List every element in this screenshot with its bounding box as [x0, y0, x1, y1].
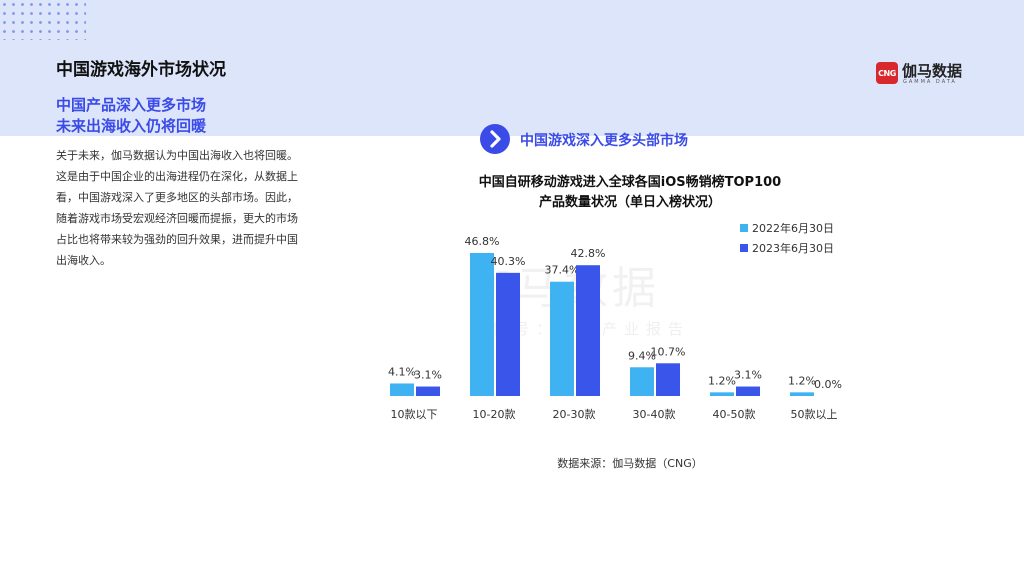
bar-2023-3 [656, 363, 680, 396]
data-label-2022-4: 1.2% [708, 374, 736, 387]
data-source: 数据来源：伽马数据（CNG） [557, 457, 703, 470]
subtitle-line-2: 未来出海收入仍将回暖 [56, 117, 207, 135]
legend-swatch-2022 [740, 224, 748, 232]
data-label-2023-4: 3.1% [734, 369, 762, 382]
page-title: 中国游戏海外市场状况 [56, 60, 226, 80]
decorative-dot-grid [0, 0, 86, 40]
subtitle: 中国产品深入更多市场 未来出海收入仍将回暖 [56, 95, 206, 137]
chart-title-line-1: 中国自研移动游戏进入全球各国iOS畅销榜TOP100 [478, 175, 782, 190]
category-label-2: 20-30款 [553, 407, 596, 421]
data-label-2022-0: 4.1% [388, 365, 416, 378]
logo-name: 伽马数据 [902, 62, 963, 80]
category-label-1: 10-20款 [473, 407, 516, 421]
chevron-right-icon [480, 124, 510, 154]
section-label: 中国游戏深入更多头部市场 [520, 133, 688, 149]
legend-label-2022: 2022年6月30日 [752, 221, 834, 235]
data-label-2023-0: 3.1% [414, 369, 442, 382]
data-label-2023-3: 10.7% [651, 345, 686, 358]
category-label-5: 50款以上 [791, 407, 838, 421]
data-label-2022-5: 1.2% [788, 374, 816, 387]
bar-2022-1 [470, 253, 494, 396]
bar-2023-1 [496, 272, 520, 396]
bar-2022-2 [550, 281, 574, 396]
data-label-2022-3: 9.4% [628, 349, 656, 362]
data-label-2022-1: 46.8% [465, 235, 500, 248]
data-label-2022-2: 37.4% [545, 264, 580, 277]
logo-mark-icon: CNG [876, 62, 898, 84]
data-label-2023-2: 42.8% [571, 247, 606, 260]
category-label-4: 40-50款 [713, 407, 756, 421]
bar-2022-3 [630, 367, 654, 396]
category-label-0: 10款以下 [391, 407, 438, 421]
chart-title: 中国自研移动游戏进入全球各国iOS畅销榜TOP100 产品数量状况（单日入榜状况… [380, 173, 880, 213]
header-band [0, 0, 1024, 136]
data-label-2023-5: 0.0% [814, 378, 842, 391]
logo-subtitle: GAMMA DATA [903, 79, 957, 85]
body-paragraph: 关于未来，伽马数据认为中国出海收入也将回暖。这是由于中国企业的出海进程仍在深化，… [56, 149, 298, 267]
chevron-right-glyph [490, 130, 501, 148]
bar-2023-2 [576, 265, 600, 396]
bar-2023-4 [736, 386, 760, 396]
data-label-2023-1: 40.3% [491, 255, 526, 268]
bar-2022-5 [790, 392, 814, 396]
chart-title-line-2: 产品数量状况（单日入榜状况） [538, 195, 721, 210]
category-label-3: 30-40款 [633, 407, 676, 421]
bar-2022-0 [390, 383, 414, 396]
bar-2022-4 [710, 392, 734, 396]
subtitle-line-1: 中国产品深入更多市场 [56, 96, 207, 114]
legend-swatch-2023 [740, 244, 748, 252]
bar-2023-0 [416, 386, 440, 396]
legend-label-2023: 2023年6月30日 [752, 241, 834, 255]
